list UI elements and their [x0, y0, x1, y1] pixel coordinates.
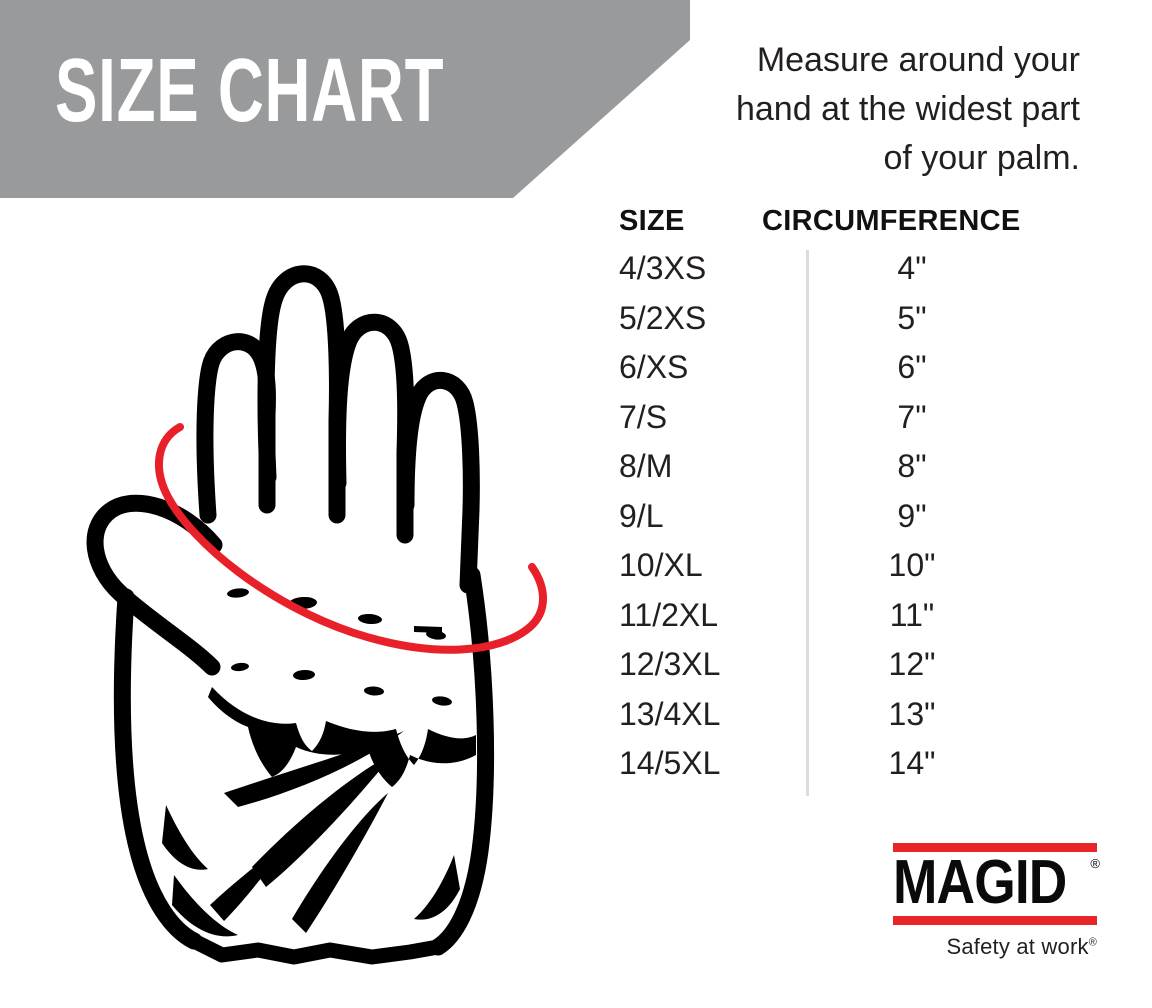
cell-circumference: 9": [897, 497, 927, 534]
knuckle-shadow-path: [208, 687, 476, 787]
hand-outline-group: [86, 265, 495, 965]
logo-bottom-bar: [893, 916, 1097, 925]
cell-circumference: 10": [888, 547, 936, 583]
cell-size: 14/5XL: [619, 745, 721, 781]
index-finger-path: [257, 265, 346, 524]
tagline-registered-trademark-icon: ®: [1088, 936, 1097, 949]
table-column-divider: [806, 250, 809, 796]
table-row: 4/3XS 4": [600, 250, 1080, 300]
cell-circumference: 8": [897, 448, 927, 484]
table-body: 4/3XS 4" 5/2XS 5" 6/XS 6" 7/S 7" 8/M 8" …: [600, 250, 1080, 795]
table-row: 12/3XL 12": [600, 646, 1080, 696]
wrist-path: [186, 933, 446, 965]
measurement-instruction: Measure around your hand at the widest p…: [620, 36, 1080, 183]
logo-wordmark-text: MAGID: [893, 848, 1067, 917]
logo-top-bar: [893, 843, 1097, 852]
page-title: SIZE CHART: [55, 40, 445, 141]
cell-size: 11/2XL: [619, 596, 719, 633]
cell-circumference: 11": [889, 596, 935, 633]
palm-notch-accents: [162, 805, 460, 937]
measuring-tape-loop: [154, 423, 547, 654]
magid-logo: MAGID ® Safety at work®: [893, 843, 1100, 960]
tape-loop-path: [154, 423, 547, 654]
table-row: 9/L 9": [600, 498, 1080, 548]
registered-trademark-icon: ®: [1090, 856, 1100, 871]
cell-circumference: 5": [897, 299, 927, 336]
cell-size: 10/XL: [619, 547, 703, 583]
middle-finger-path: [328, 313, 415, 544]
table-row: 13/4XL 13": [600, 696, 1080, 746]
table-row: 7/S 7": [600, 399, 1080, 449]
cell-size: 4/3XS: [619, 250, 707, 286]
table-row: 14/5XL 14": [600, 745, 1080, 795]
palm-left-edge-path: [113, 588, 203, 950]
cell-circumference: 12": [888, 646, 936, 682]
logo-tagline-text: Safety at work: [946, 934, 1089, 959]
column-header-circumference: CIRCUMFERENCE: [762, 205, 1021, 237]
cell-circumference: 13": [888, 695, 936, 732]
cell-size: 9/L: [619, 497, 664, 534]
cell-circumference: 6": [897, 349, 927, 385]
table-row: 10/XL 10": [600, 547, 1080, 597]
cell-size: 7/S: [619, 398, 668, 435]
table-row: 8/M 8": [600, 448, 1080, 498]
instruction-line-1: Measure around your: [756, 41, 1080, 79]
cell-circumference: 14": [888, 745, 936, 781]
cell-circumference: 7": [897, 398, 927, 435]
ring-finger-path: [397, 372, 480, 594]
instruction-line-2: hand at the widest part: [735, 90, 1080, 128]
hand-illustration: [62, 215, 562, 975]
logo-tagline: Safety at work®: [893, 934, 1097, 960]
cell-size: 5/2XS: [619, 299, 707, 336]
thumb-path: [86, 494, 223, 676]
cell-circumference: 4": [897, 250, 927, 286]
palm-crease-lines: [210, 731, 404, 933]
cell-size: 13/4XL: [619, 695, 721, 732]
instruction-line-3: of your palm.: [883, 139, 1080, 177]
logo-wordmark: MAGID ®: [893, 852, 1100, 914]
table-row: 5/2XS 5": [600, 300, 1080, 350]
cell-size: 6/XS: [619, 349, 689, 385]
finger-crease-marks: [227, 588, 452, 706]
cell-size: 12/3XL: [619, 646, 721, 682]
table-header-row: SIZE CIRCUMFERENCE: [600, 205, 1080, 250]
size-table: SIZE CIRCUMFERENCE 4/3XS 4" 5/2XS 5" 6/X…: [600, 205, 1080, 795]
table-row: 11/2XL 11": [600, 597, 1080, 647]
cell-size: 8/M: [619, 448, 673, 484]
table-row: 6/XS 6": [600, 349, 1080, 399]
column-header-size: SIZE: [619, 205, 685, 237]
